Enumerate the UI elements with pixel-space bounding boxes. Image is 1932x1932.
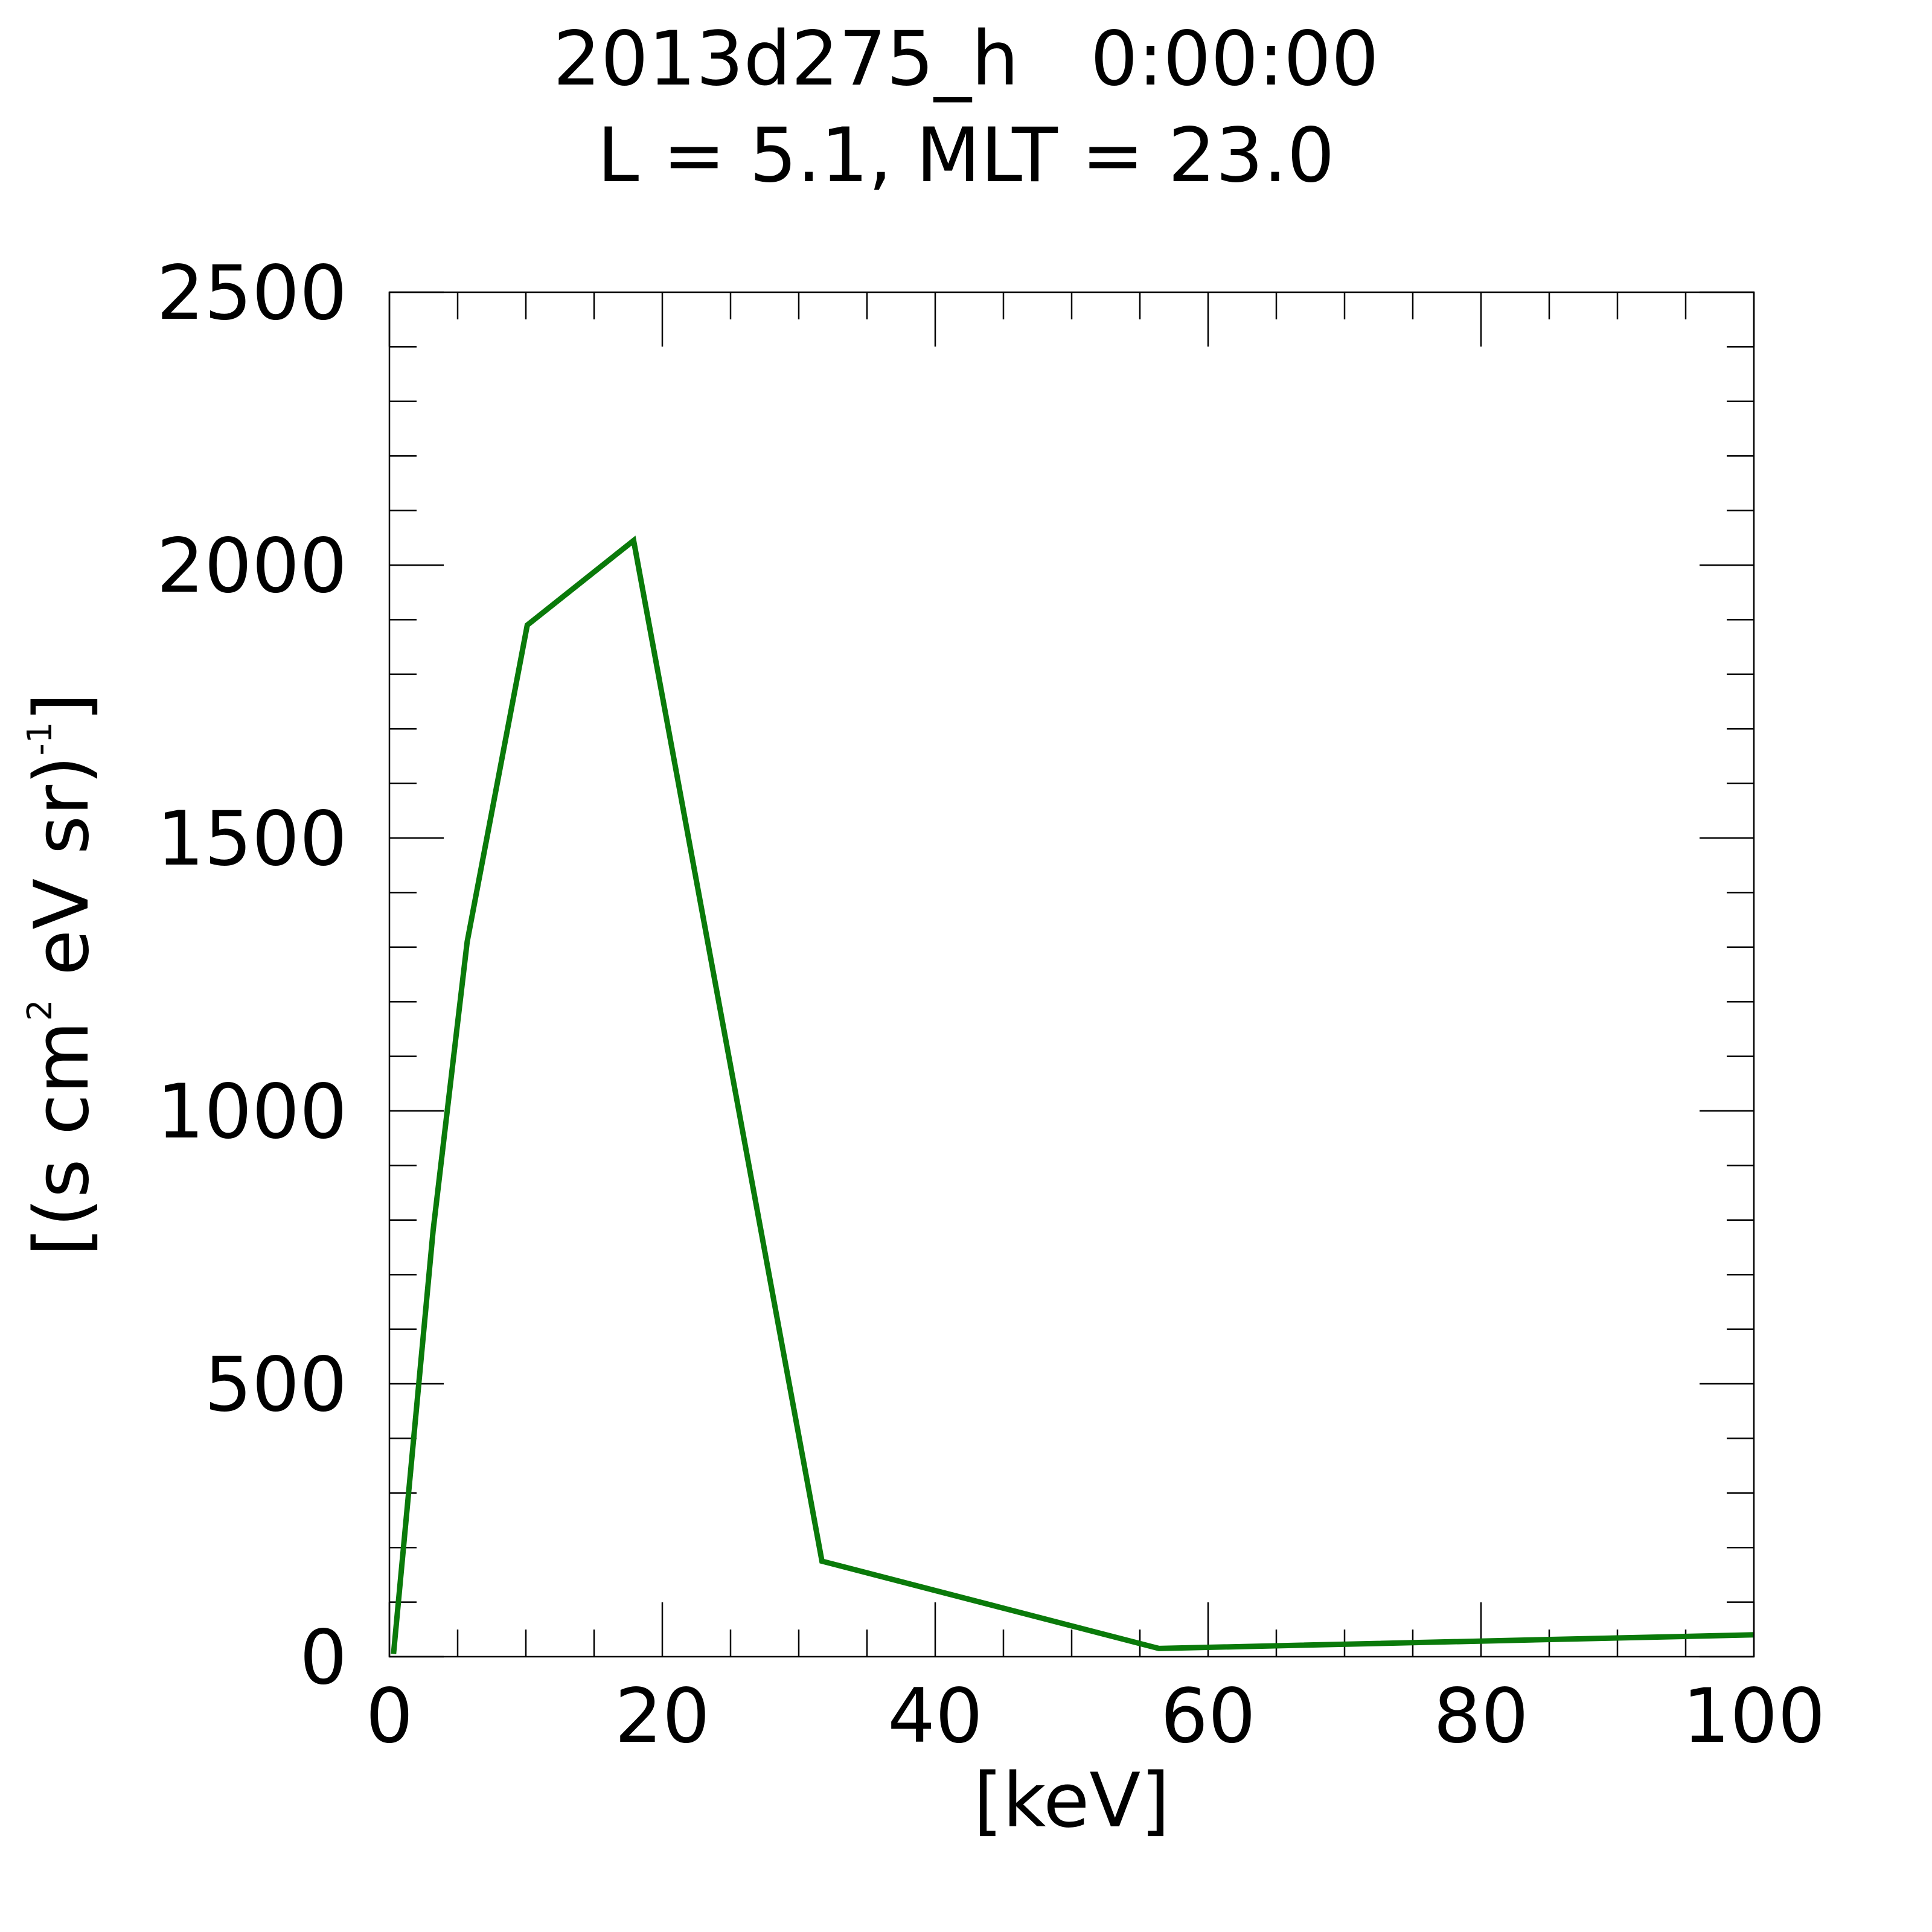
y-tick-label: 1000 xyxy=(156,1069,347,1156)
y-axis-label: [(s cm2 eV sr)-1] xyxy=(19,693,106,1256)
x-tick-label: 60 xyxy=(1160,1673,1256,1760)
y-tick-label: 2000 xyxy=(156,523,347,610)
x-axis-label: [keV] xyxy=(973,1758,1169,1844)
chart-title-line1: 2013d275_h 0:00:00 xyxy=(553,16,1379,103)
y-axis-label-sup2: -1 xyxy=(21,722,60,756)
y-axis-label-suffix: ] xyxy=(19,693,106,721)
series-line xyxy=(391,536,1754,1654)
y-tick-label: 0 xyxy=(299,1614,347,1701)
y-tick-label: 1500 xyxy=(156,796,347,883)
y-tick-label: 2500 xyxy=(156,250,347,337)
x-tick-label: 20 xyxy=(615,1673,710,1760)
x-tick-label: 80 xyxy=(1433,1673,1529,1760)
chart-title-line2: L = 5.1, MLT = 23.0 xyxy=(597,112,1334,199)
x-tick-label: 0 xyxy=(366,1673,414,1760)
series-layer xyxy=(391,536,1754,1654)
y-tick-label: 500 xyxy=(204,1342,347,1428)
x-tick-label: 100 xyxy=(1683,1673,1826,1760)
minor-ticks xyxy=(389,292,1754,1657)
plot-frame xyxy=(388,291,1755,1658)
x-tick-label: 40 xyxy=(888,1673,983,1760)
y-axis-label-middle: eV sr) xyxy=(19,755,106,999)
y-axis-label-prefix: [(s cm xyxy=(19,1021,106,1256)
y-axis-label-sup1: 2 xyxy=(21,999,60,1021)
major-ticks xyxy=(388,291,1755,1658)
